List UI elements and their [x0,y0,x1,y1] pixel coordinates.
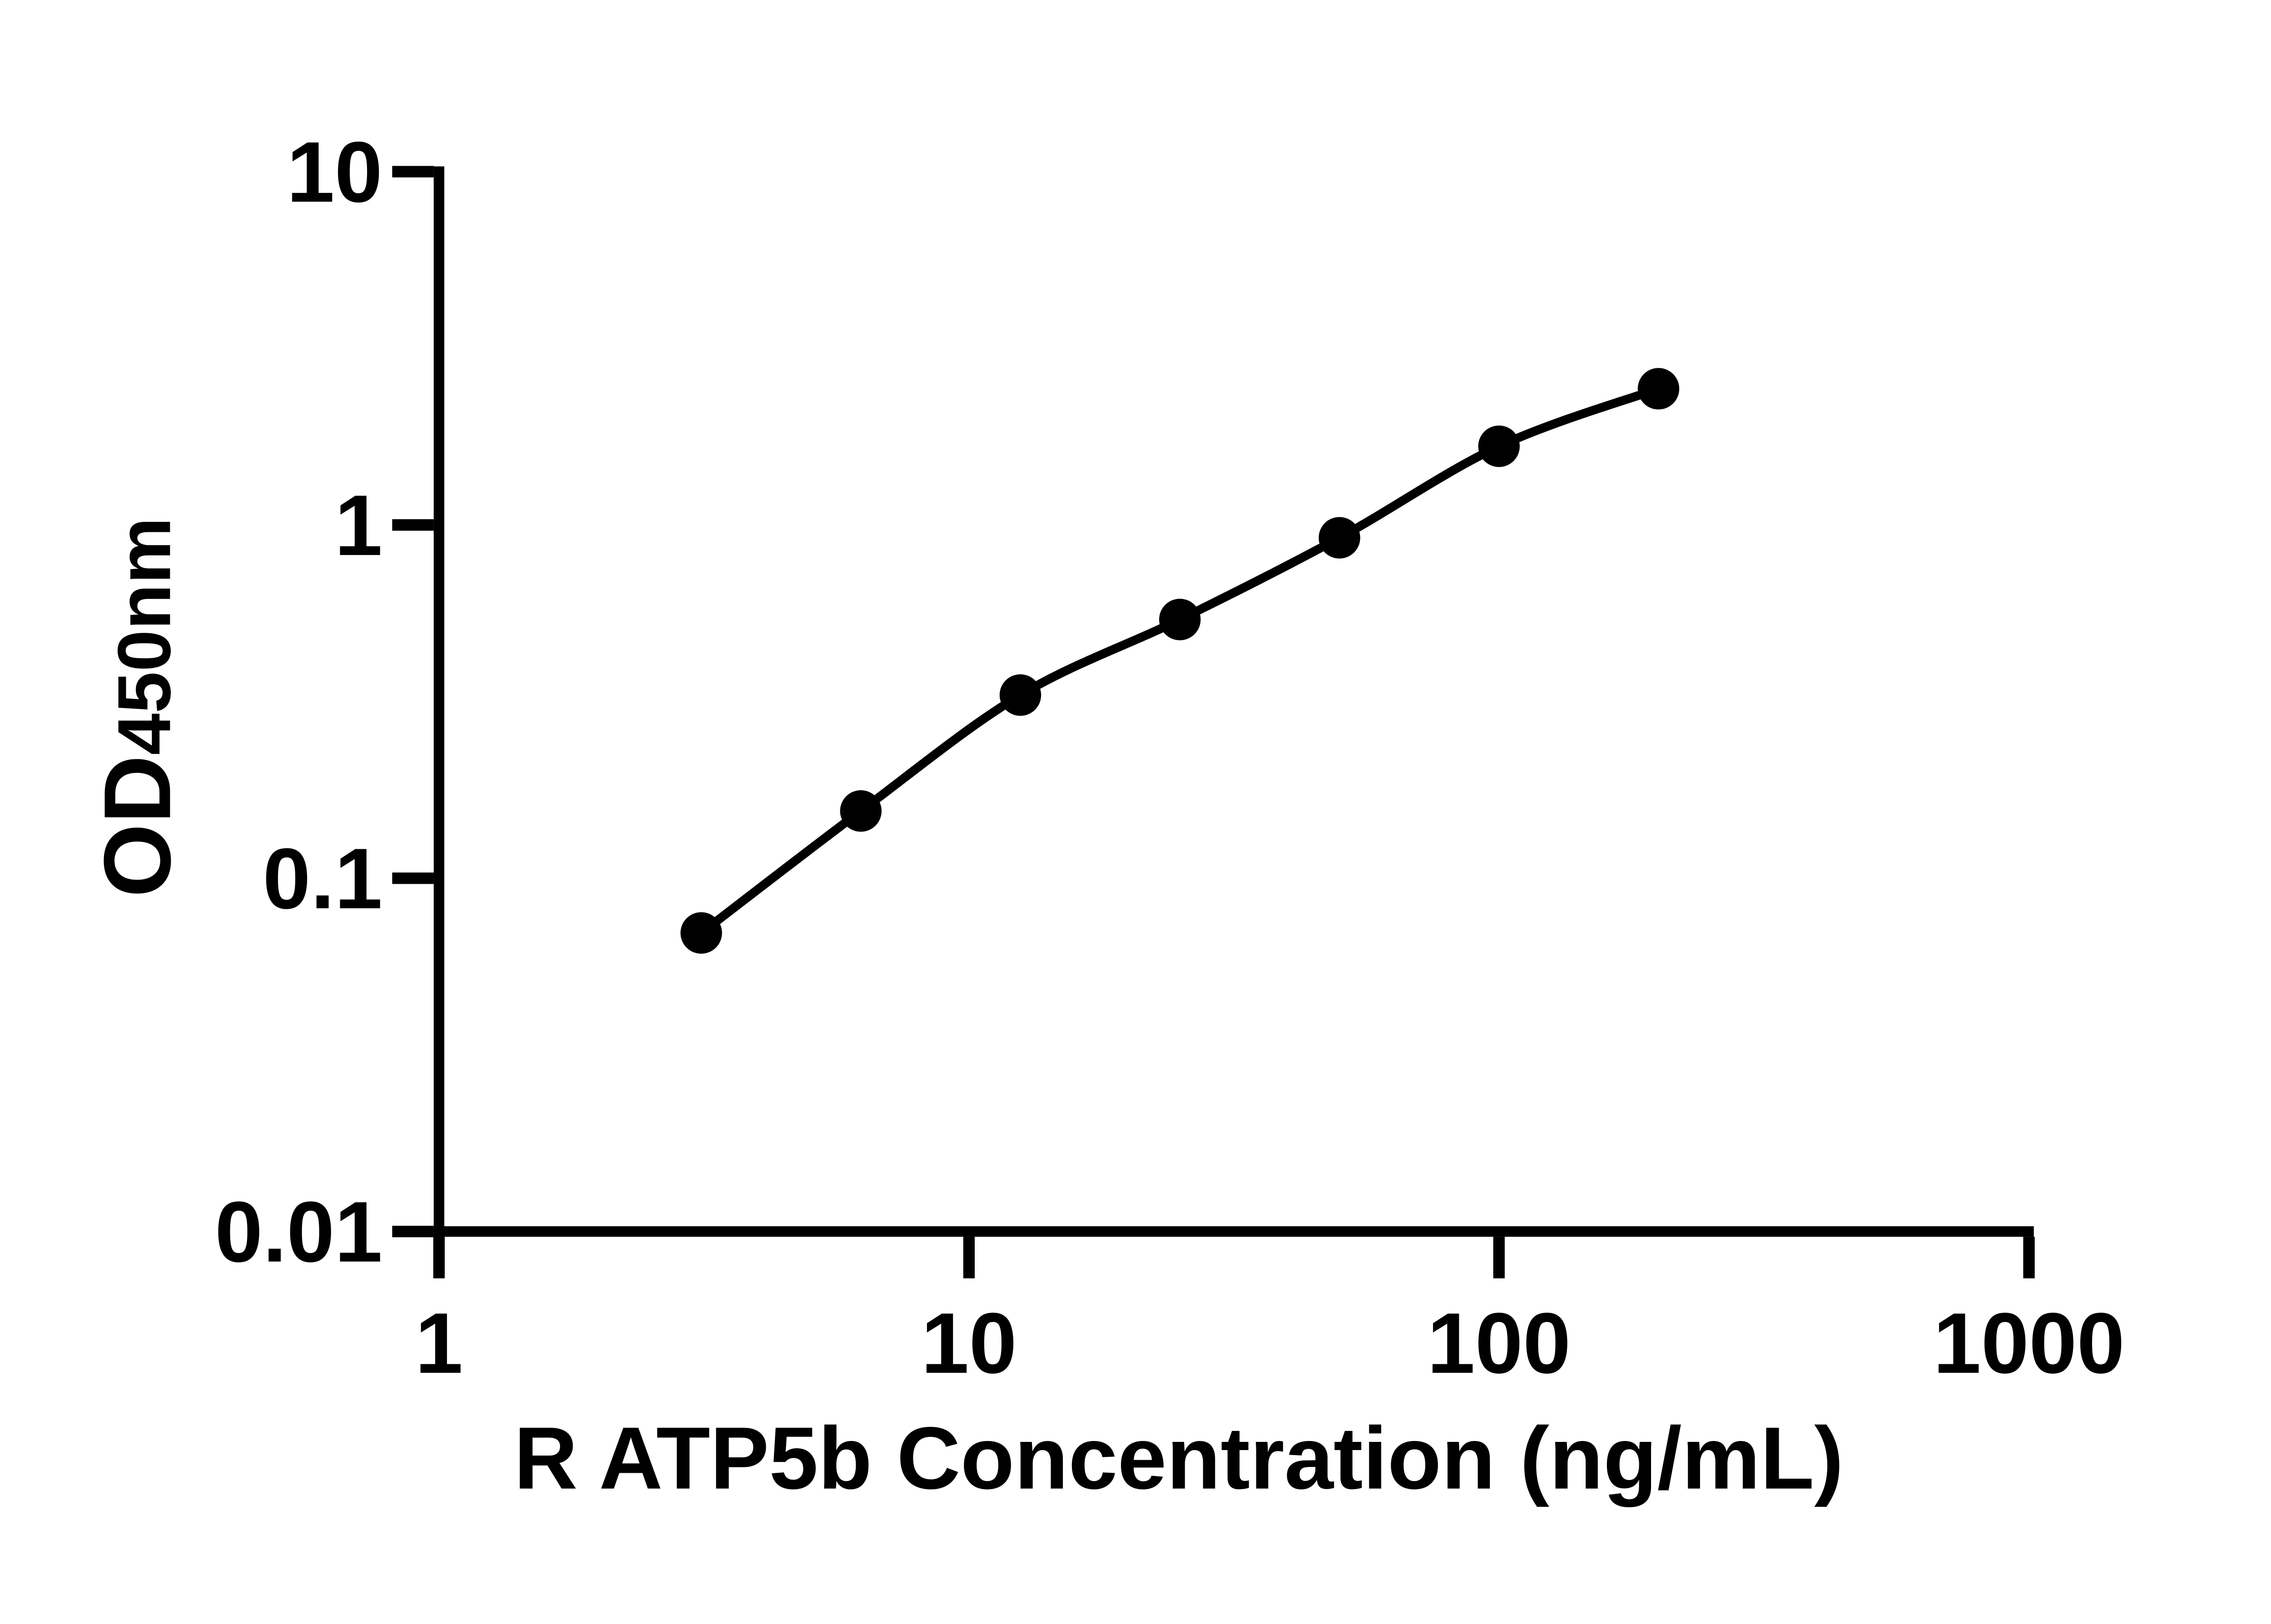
y-tick-label: 10 [287,124,382,220]
chart-background [0,22,2271,1602]
x-tick-label: 10 [921,1295,1017,1391]
y-tick-label: 1 [335,477,382,574]
data-point [680,912,722,954]
data-points [680,368,1680,954]
data-point [999,674,1041,716]
data-point [840,790,882,832]
data-point [1159,599,1201,640]
x-tick-label: 100 [1427,1295,1571,1391]
data-point [1478,425,1520,467]
data-point [1319,517,1360,559]
x-axis-title: R ATP5b Concentration (ng/mL) [514,1409,1844,1508]
y-axis-title-main: OD [84,755,190,898]
x-tick-label: 1000 [1933,1295,2125,1391]
x-ticks: 1 10 100 1000 [415,1237,2125,1391]
y-axis-title-subscript: 450nm [102,517,186,755]
y-ticks: 10 1 0.1 0.01 [215,124,434,1280]
y-tick-label: 0.1 [263,831,382,927]
y-tick-label: 0.01 [215,1184,382,1280]
data-point [1637,368,1680,410]
y-axis-title: OD450nm [84,517,190,897]
x-tick-label: 1 [415,1295,463,1391]
